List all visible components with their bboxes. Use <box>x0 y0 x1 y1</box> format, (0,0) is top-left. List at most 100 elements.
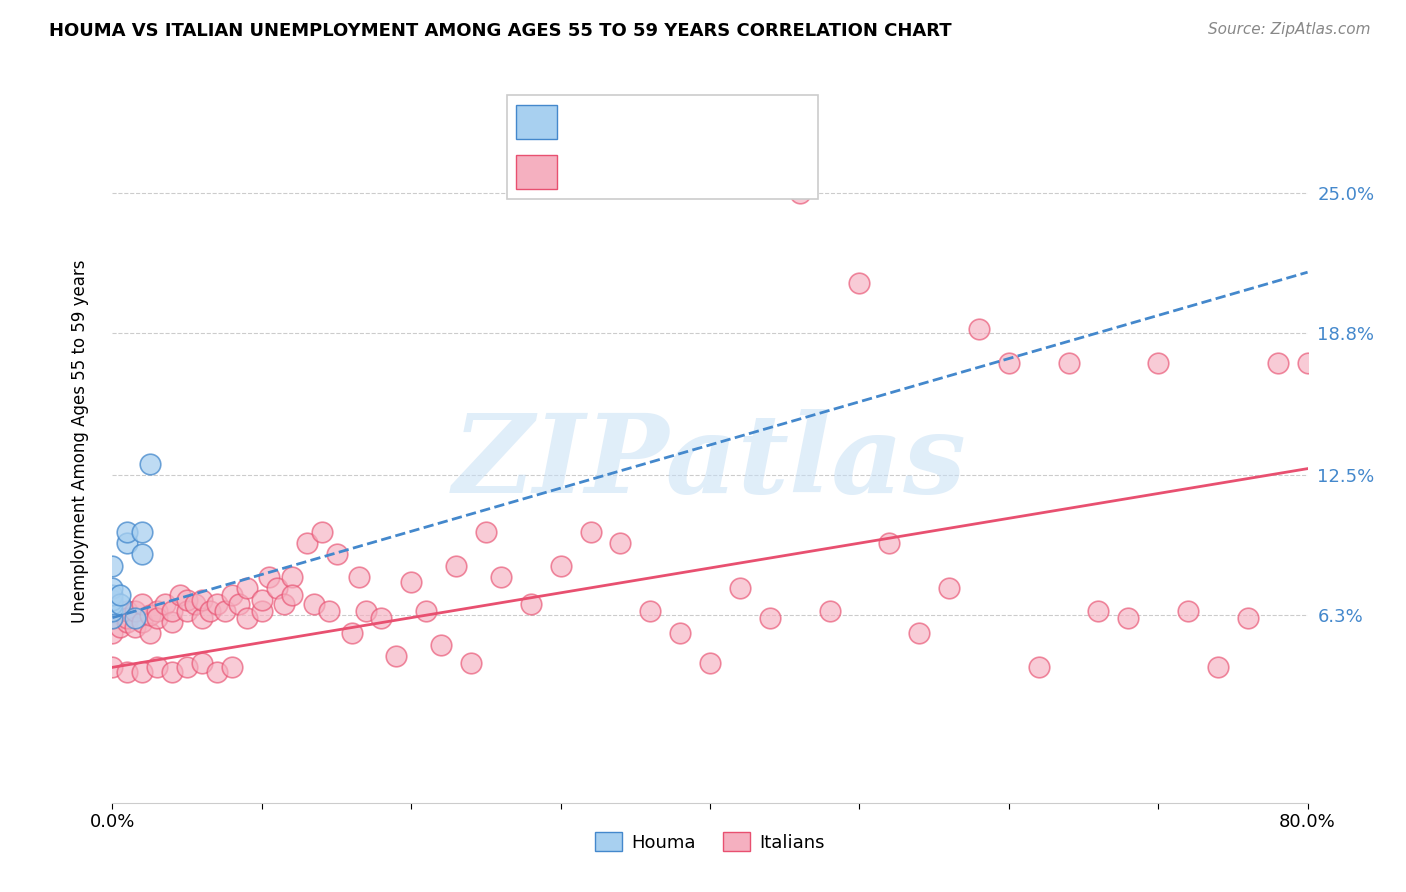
Point <box>228 597 250 611</box>
Point <box>183 597 205 611</box>
Point <box>176 660 198 674</box>
Point <box>101 588 124 602</box>
Point <box>198 604 221 618</box>
Point <box>139 457 162 471</box>
Point <box>146 610 169 624</box>
Point <box>579 524 602 539</box>
Point <box>131 615 153 630</box>
Point <box>221 588 243 602</box>
Point <box>101 592 124 607</box>
Point <box>139 608 162 623</box>
Point <box>318 604 340 618</box>
Point <box>153 597 176 611</box>
Point <box>475 524 498 539</box>
Point <box>162 604 183 618</box>
Point <box>879 536 901 550</box>
Point <box>101 604 124 618</box>
Point <box>640 604 662 618</box>
Point <box>789 186 811 201</box>
Point <box>117 524 139 539</box>
Point <box>221 660 243 674</box>
Point <box>520 597 543 611</box>
Point <box>146 660 169 674</box>
Point <box>1267 355 1289 369</box>
Text: Source: ZipAtlas.com: Source: ZipAtlas.com <box>1208 22 1371 37</box>
Point <box>236 582 259 596</box>
Point <box>1118 610 1140 624</box>
Point <box>162 615 183 630</box>
Point <box>550 558 572 573</box>
Point <box>236 610 259 624</box>
Point <box>1087 604 1109 618</box>
Point <box>101 558 124 573</box>
Point <box>759 610 782 624</box>
Point <box>191 610 214 624</box>
Point <box>108 588 131 602</box>
Point <box>460 656 482 670</box>
Point <box>117 536 139 550</box>
Point <box>295 536 318 550</box>
Point <box>818 604 841 618</box>
Point <box>131 665 153 679</box>
Point <box>266 582 288 596</box>
Point <box>205 597 228 611</box>
Point <box>101 582 124 596</box>
Point <box>124 610 146 624</box>
Point <box>131 524 153 539</box>
Point <box>101 597 124 611</box>
Point <box>162 665 183 679</box>
Point <box>169 588 191 602</box>
Point <box>124 604 146 618</box>
Point <box>191 592 214 607</box>
Point <box>108 604 131 618</box>
Point <box>340 626 363 640</box>
Point <box>117 665 139 679</box>
Point <box>205 665 228 679</box>
Point <box>101 610 124 624</box>
Text: ZIPatlas: ZIPatlas <box>453 409 967 517</box>
Point <box>117 615 139 630</box>
Point <box>101 597 124 611</box>
Point <box>250 604 273 618</box>
Point <box>1057 355 1080 369</box>
Point <box>444 558 467 573</box>
Point <box>311 524 333 539</box>
Point <box>108 597 131 611</box>
Point <box>609 536 631 550</box>
Point <box>908 626 931 640</box>
Point <box>117 610 139 624</box>
Point <box>176 604 198 618</box>
Point <box>1177 604 1199 618</box>
Point <box>302 597 325 611</box>
Point <box>131 597 153 611</box>
Point <box>281 588 304 602</box>
Text: HOUMA VS ITALIAN UNEMPLOYMENT AMONG AGES 55 TO 59 YEARS CORRELATION CHART: HOUMA VS ITALIAN UNEMPLOYMENT AMONG AGES… <box>49 22 952 40</box>
Point <box>146 604 169 618</box>
Point <box>139 626 162 640</box>
Point <box>131 548 153 562</box>
Point <box>669 626 692 640</box>
Point <box>728 582 751 596</box>
Point <box>273 597 295 611</box>
Point <box>1206 660 1229 674</box>
Point <box>848 277 870 291</box>
Point <box>401 574 423 589</box>
Point <box>1147 355 1170 369</box>
Point <box>1237 610 1260 624</box>
Point <box>108 620 131 634</box>
Point <box>101 610 124 624</box>
Point <box>259 570 281 584</box>
Point <box>281 570 304 584</box>
Point <box>489 570 512 584</box>
Point <box>938 582 960 596</box>
Point <box>1028 660 1050 674</box>
Point <box>347 570 370 584</box>
Legend: Houma, Italians: Houma, Italians <box>588 825 832 859</box>
Point <box>415 604 437 618</box>
Point <box>385 648 408 663</box>
Y-axis label: Unemployment Among Ages 55 to 59 years: Unemployment Among Ages 55 to 59 years <box>70 260 89 624</box>
Point <box>325 548 347 562</box>
Point <box>214 604 236 618</box>
Point <box>1296 355 1319 369</box>
Point <box>998 355 1021 369</box>
